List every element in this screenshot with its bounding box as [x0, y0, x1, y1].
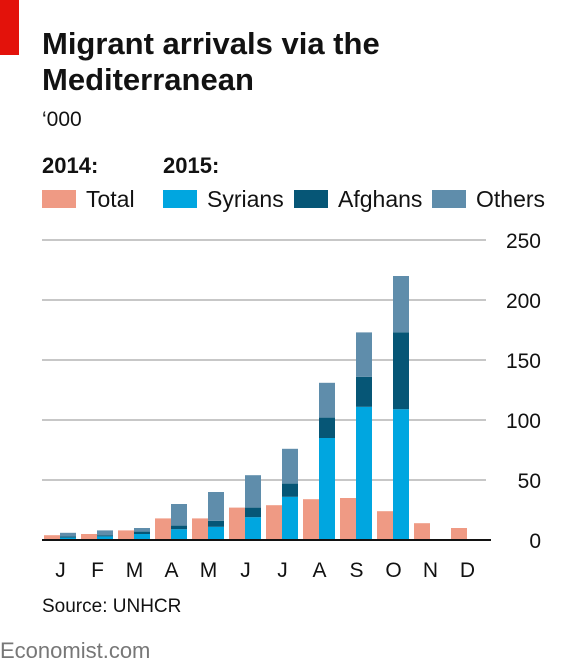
- legend-swatch-others: [432, 190, 466, 208]
- x-tick-label: O: [385, 559, 401, 582]
- x-tick-label: M: [200, 559, 218, 582]
- x-tick-label: A: [312, 559, 326, 582]
- chart-units: ‘000: [42, 108, 82, 131]
- legend-swatch-total: [42, 190, 76, 208]
- bar-2015-afghans: [393, 332, 409, 410]
- bar-2015-syrians: [245, 517, 261, 540]
- y-tick-label: 0: [529, 530, 541, 553]
- legend-2014-heading: 2014:: [42, 153, 99, 178]
- y-tick-label: 250: [506, 230, 541, 253]
- x-tick-label: F: [91, 559, 104, 582]
- legend-label-others: Others: [476, 185, 546, 212]
- bar-2015-syrians: [282, 496, 298, 540]
- x-tick-label: D: [460, 559, 475, 582]
- bar-2015-others: [208, 492, 224, 521]
- bar-2015-syrians: [97, 536, 113, 540]
- bar-2015-others: [393, 276, 409, 333]
- x-tick-label: N: [423, 559, 438, 582]
- bar-2014-total: [303, 499, 319, 540]
- bar-2014-total: [266, 505, 282, 540]
- bar-2015-afghans: [97, 535, 113, 537]
- bar-2015-others: [134, 528, 150, 532]
- legend-label-total: Total: [86, 185, 135, 212]
- bar-2015-others: [60, 532, 76, 537]
- bar-2014-total: [377, 511, 393, 540]
- economist-brand: Economist.com: [0, 638, 151, 663]
- legend-item-others: Others: [432, 185, 545, 213]
- bar-2015-syrians: [60, 537, 76, 540]
- bar-2015-syrians: [208, 526, 224, 540]
- bar-2014-total: [414, 523, 430, 540]
- bar-2014-total: [118, 530, 134, 540]
- y-tick-label: 50: [518, 470, 541, 493]
- bar-2015-afghans: [60, 536, 76, 538]
- legend-item-syrians: Syrians: [163, 185, 284, 213]
- x-tick-label: M: [126, 559, 144, 582]
- bar-2015-syrians: [356, 406, 372, 540]
- bar-2014-total: [81, 534, 97, 540]
- bar-2015-syrians: [393, 409, 409, 540]
- bar-2015-others: [171, 504, 187, 526]
- x-tick-label: A: [164, 559, 178, 582]
- bar-2015-afghans: [245, 507, 261, 518]
- legend-label-afghans: Afghans: [338, 185, 423, 212]
- bar-2014-total: [229, 507, 245, 540]
- legend-label-syrians: Syrians: [207, 185, 284, 212]
- bar-2015-afghans: [319, 417, 335, 438]
- y-tick-label: 100: [506, 410, 541, 433]
- red-corner-tag: [0, 0, 19, 55]
- bar-2014-total: [340, 498, 356, 540]
- source-note: Source: UNHCR: [42, 596, 182, 617]
- bar-2015-others: [282, 448, 298, 484]
- bar-2015-afghans: [171, 525, 187, 530]
- bar-2015-syrians: [171, 529, 187, 540]
- legend-2015-heading: 2015:: [163, 153, 220, 178]
- x-tick-label: S: [349, 559, 363, 582]
- legend-swatch-syrians: [163, 190, 197, 208]
- bar-2015-syrians: [134, 534, 150, 540]
- bar-2014-total: [44, 535, 60, 540]
- bar-2015-afghans: [356, 376, 372, 407]
- bar-2014-total: [451, 528, 467, 540]
- legend-item-afghans: Afghans: [294, 185, 422, 213]
- bar-2015-afghans: [134, 531, 150, 534]
- bar-2015-others: [319, 382, 335, 418]
- bar-2015-afghans: [208, 520, 224, 527]
- x-tick-label: J: [240, 559, 251, 582]
- legend-swatch-afghans: [294, 190, 328, 208]
- bar-2015-afghans: [282, 483, 298, 497]
- y-tick-label: 150: [506, 350, 541, 373]
- bar-2015-others: [97, 530, 113, 536]
- x-tick-label: J: [277, 559, 288, 582]
- x-tick-label: J: [55, 559, 66, 582]
- legend-item-total: Total: [42, 185, 135, 213]
- bar-2015-others: [245, 475, 261, 508]
- chart-title: Migrant arrivals via the Mediterranean: [42, 26, 380, 97]
- bar-2014-total: [192, 518, 208, 540]
- y-tick-label: 200: [506, 290, 541, 313]
- bar-2015-syrians: [319, 438, 335, 540]
- bar-2015-others: [356, 332, 372, 377]
- bar-2014-total: [155, 518, 171, 540]
